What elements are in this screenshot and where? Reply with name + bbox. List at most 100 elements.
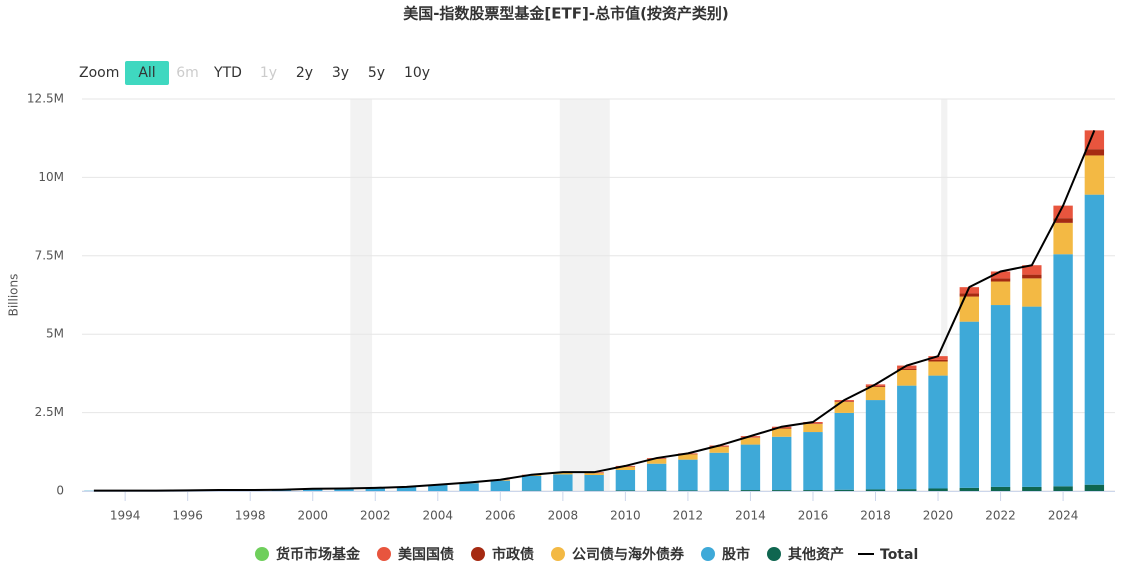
x-tick-label: 1996 (172, 509, 203, 523)
y-tick-label: 10M (38, 170, 64, 184)
bar-segment (990, 271, 1011, 279)
bar-segment (959, 296, 979, 322)
bar-segment (646, 490, 667, 491)
legend-label[interactable]: Total (880, 547, 918, 563)
bar-segment (1053, 486, 1073, 491)
bar-segment (584, 475, 604, 491)
bar-segment (1084, 155, 1105, 195)
bar-segment (553, 474, 573, 491)
bar-segment (1053, 218, 1073, 223)
bar-segment (396, 486, 417, 491)
zoom-label: Zoom (79, 65, 119, 81)
legend-label[interactable]: 股市 (722, 546, 750, 563)
bar-segment (928, 356, 948, 360)
x-tick-label: 2010 (610, 509, 641, 523)
bar-segment (897, 385, 917, 490)
bar-segment (709, 452, 729, 491)
y-tick-label: 0 (56, 484, 64, 498)
bar-segment (803, 423, 823, 424)
bar-segment (1084, 194, 1105, 485)
zoom-button[interactable]: 2y (296, 65, 313, 81)
bar-segment (1053, 254, 1073, 487)
bar-segment (490, 480, 511, 491)
bar-segment (803, 490, 823, 491)
zoom-button[interactable]: 10y (404, 65, 430, 81)
bar-segment (521, 475, 542, 491)
y-axis-title: Billions (7, 274, 21, 317)
bar-segment (334, 488, 354, 491)
legend-marker[interactable] (377, 547, 391, 561)
y-tick-label: 7.5M (35, 248, 64, 262)
x-tick-label: 1994 (110, 509, 141, 523)
bar-segment (865, 386, 886, 401)
bar-segment (897, 368, 917, 370)
bar-segment (803, 432, 823, 491)
x-tick-label: 2008 (548, 509, 579, 523)
x-tick-label: 2014 (735, 509, 766, 523)
bar-segment (1022, 486, 1042, 491)
legend-label[interactable]: 其他资产 (788, 546, 844, 563)
bar-segment (897, 365, 917, 369)
bar-segment (834, 489, 854, 491)
bar-segment (615, 490, 636, 491)
bar-segment (459, 483, 479, 491)
zoom-button[interactable]: YTD (213, 65, 242, 81)
zoom-button[interactable]: 3y (332, 65, 349, 81)
x-tick-label: 2020 (923, 509, 954, 523)
x-tick-label: 2018 (860, 509, 891, 523)
x-tick-label: 2006 (485, 509, 516, 523)
zoom-button[interactable]: All (138, 65, 155, 81)
zoom-button[interactable]: 6m (176, 65, 199, 81)
bar-segment (897, 489, 917, 491)
legend-marker[interactable] (255, 547, 269, 561)
legend-label[interactable]: 公司债与海外债券 (572, 546, 685, 563)
bar-segment (740, 437, 761, 445)
bar-segment (990, 278, 1011, 282)
bar-segment (584, 473, 604, 476)
zoom-button-bg[interactable] (125, 61, 169, 85)
bar-segment (646, 463, 667, 491)
bar-segment (959, 287, 979, 294)
bar-segment (834, 401, 854, 413)
bar-segment (865, 400, 886, 490)
x-tick-label: 2012 (673, 509, 704, 523)
bar-segment (772, 436, 792, 491)
bar-segment (959, 487, 979, 491)
zoom-button[interactable]: 5y (368, 65, 385, 81)
legend-marker[interactable] (471, 547, 485, 561)
bar-segment (1084, 484, 1105, 491)
legend-label[interactable]: 货币市场基金 (275, 546, 361, 563)
bar-segment (553, 472, 573, 475)
legend-marker[interactable] (701, 547, 715, 561)
x-tick-label: 2022 (985, 509, 1016, 523)
legend-label[interactable]: 市政债 (492, 546, 534, 563)
x-tick-label: 2000 (297, 509, 328, 523)
bar-segment (1022, 306, 1042, 487)
legend-marker[interactable] (767, 547, 781, 561)
bar-segment (772, 490, 792, 491)
plot-band (350, 99, 373, 491)
x-tick-label: 1998 (235, 509, 266, 523)
bar-segment (959, 321, 979, 488)
bar-segment (303, 488, 323, 491)
legend-marker[interactable] (551, 547, 565, 561)
bar-segment (678, 459, 698, 491)
legend-label[interactable]: 美国国债 (398, 546, 454, 563)
zoom-button[interactable]: 1y (260, 65, 277, 81)
bar-segment (1053, 222, 1073, 255)
bar-segment (772, 428, 792, 437)
bar-segment (709, 446, 729, 453)
bar-segment (928, 375, 948, 489)
bar-segment (959, 293, 979, 297)
bar-segment (897, 369, 917, 386)
bar-segment (740, 490, 761, 491)
plot-band (941, 99, 948, 491)
bar-segment (615, 466, 636, 470)
bar-segment (990, 305, 1011, 487)
bar-segment (928, 488, 948, 491)
chart-title: 美国-指数股票型基金[ETF]-总市值(按资产类别) (403, 5, 729, 23)
x-tick-label: 2016 (798, 509, 829, 523)
bar-segment (678, 490, 698, 491)
